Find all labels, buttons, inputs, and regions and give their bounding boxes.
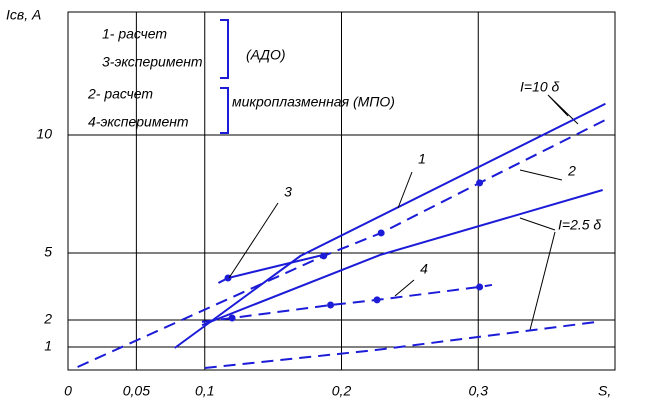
x-axis-title: S, [598, 383, 611, 399]
y-tick-label: 2 [43, 311, 52, 327]
leader-line [228, 202, 279, 279]
legend-item: 4-эксперимент [88, 114, 189, 130]
leader-line [397, 171, 413, 209]
series-label: 4 [420, 261, 428, 277]
x-tick-label: 0,2 [332, 383, 352, 399]
x-tick-label: 0,1 [195, 383, 214, 399]
x-tick-label: 0,3 [469, 383, 489, 399]
y-axis-title: Icв, A [6, 7, 41, 23]
data-point [327, 301, 335, 309]
y-tick-label: 5 [44, 244, 52, 260]
series-line [201, 189, 603, 327]
annotation: I=10 δ [520, 79, 560, 95]
y-tick-label: 1 [44, 338, 52, 354]
series-label: 3 [284, 184, 292, 200]
series-line [201, 283, 493, 323]
legend-item: 3-эксперимент [102, 54, 203, 70]
leader-line [394, 279, 415, 297]
legend-bracket [220, 87, 229, 134]
series-line [204, 320, 598, 369]
legend-group-label: (АДО) [246, 47, 286, 63]
leader-line [519, 217, 556, 331]
legend-group-label: микроплазменная (МПО) [232, 94, 395, 110]
leader-line [519, 169, 563, 181]
data-point [377, 229, 385, 237]
legend-item: 2- расчет [87, 86, 153, 102]
y-tick-label: 10 [36, 126, 52, 142]
series-line [174, 102, 606, 349]
data-point [476, 179, 484, 187]
legend-item: 1- расчет [102, 26, 167, 42]
data-point [228, 314, 236, 322]
x-tick-label: 0,05 [123, 383, 150, 399]
legend-bracket [220, 19, 229, 79]
series-label: 2 [567, 163, 576, 179]
data-point [373, 296, 381, 304]
x-tick-label: 0 [64, 383, 72, 399]
data-point [476, 283, 484, 291]
annotation: I=2.5 δ [558, 217, 601, 233]
data-point [320, 252, 328, 260]
series-label: 1 [418, 151, 426, 167]
